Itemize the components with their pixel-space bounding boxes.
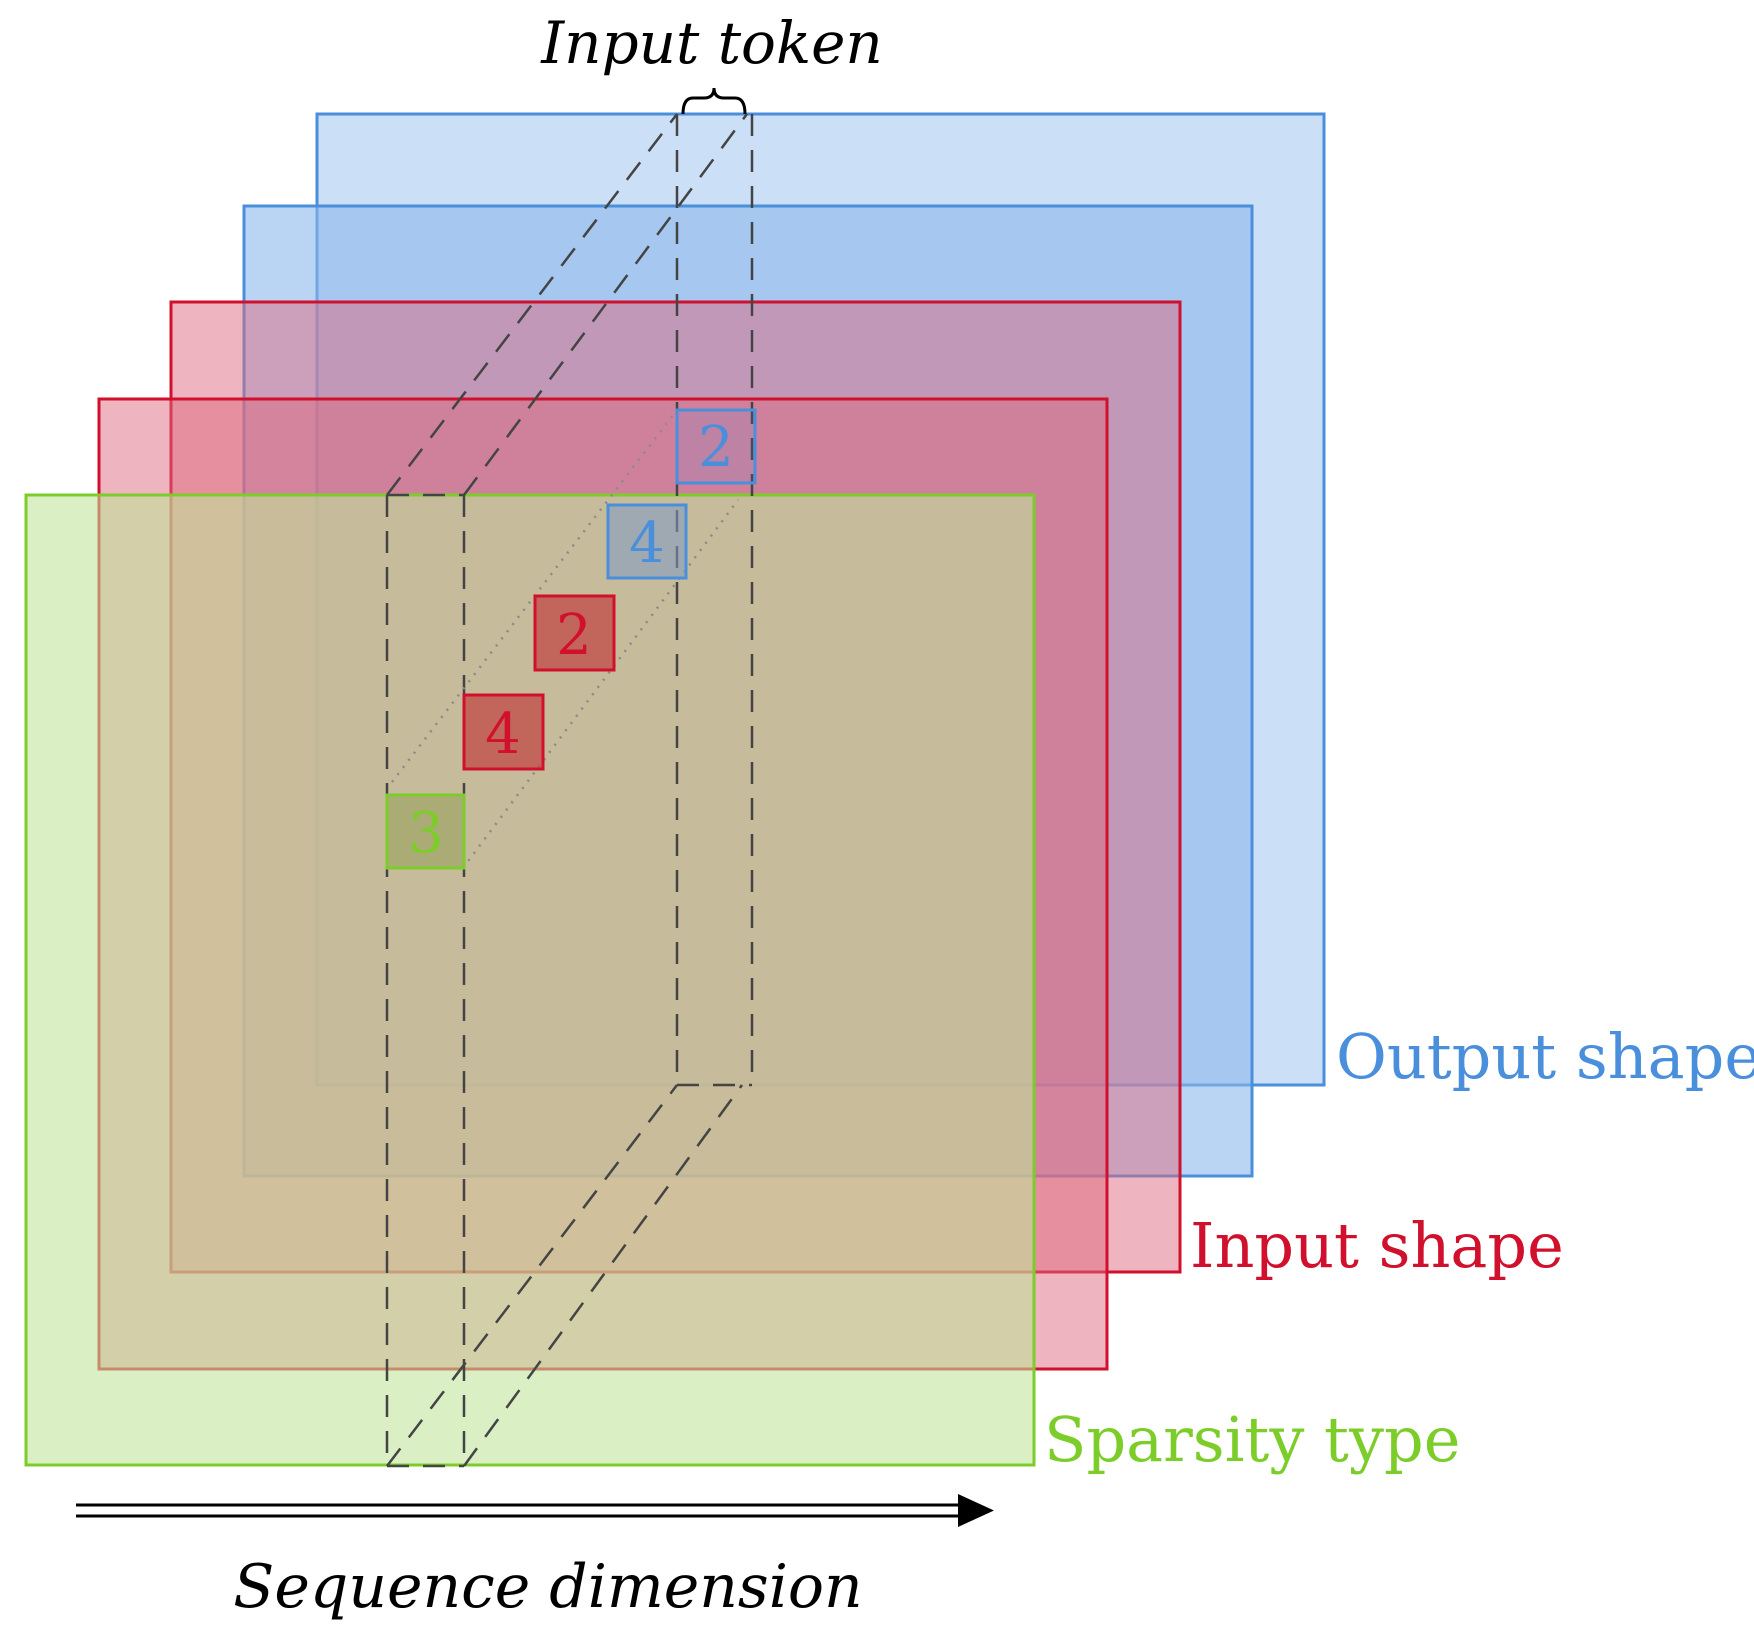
sequence-dimension-label: Sequence dimension (233, 1552, 862, 1622)
cell-output-back (675, 408, 757, 485)
cell-input-front-label: 4 (485, 702, 521, 767)
cell-output-back-label: 2 (698, 415, 734, 480)
output-shape-label: Output shape (1336, 1020, 1754, 1093)
cell-output-front-label: 4 (629, 511, 665, 576)
input-shape-label: Input shape (1190, 1209, 1564, 1282)
cell-input-back-label: 2 (556, 603, 592, 668)
cell-sparsity-label: 3 (408, 801, 444, 866)
sequence-arrow (76, 1494, 994, 1527)
sparsity-type-label: Sparsity type (1044, 1403, 1460, 1476)
sparsity-layer (24, 493, 1036, 1467)
cell-input-front (462, 693, 545, 771)
cell-output-front (606, 503, 688, 580)
cell-input-back (533, 594, 616, 672)
input-token-brace (681, 87, 747, 115)
cell-sparsity (385, 793, 466, 870)
input-token-column (385, 113, 754, 1468)
input-token-label: Input token (540, 9, 883, 77)
